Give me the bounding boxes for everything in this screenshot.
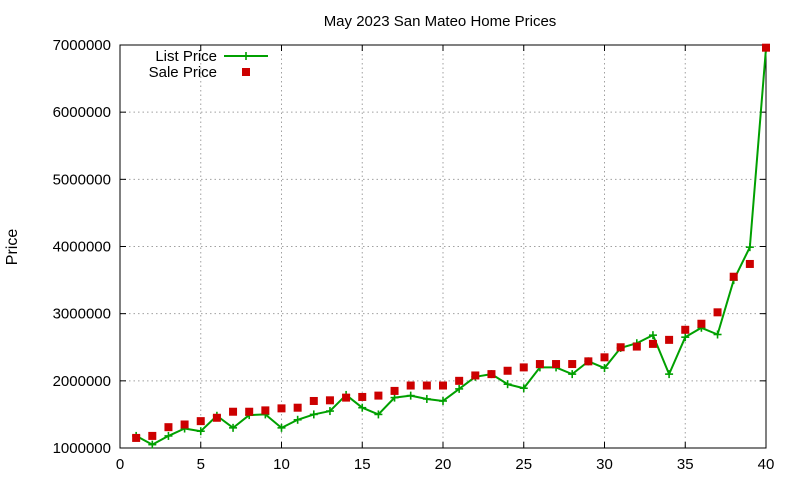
sale-price-point <box>745 259 754 268</box>
list-price-point <box>148 440 157 449</box>
sale-price-point <box>762 43 770 52</box>
sale-price-point <box>568 360 577 369</box>
list-price-point <box>503 380 512 389</box>
list-price-point <box>164 431 173 440</box>
x-tick-label: 35 <box>677 456 694 473</box>
list-price-point <box>422 394 431 403</box>
sale-price-point <box>180 420 189 429</box>
x-tick-label: 25 <box>515 456 532 473</box>
sale-price-point <box>374 391 383 400</box>
sale-price-point <box>519 363 528 372</box>
sale-price-point <box>616 343 625 352</box>
sale-price-point <box>455 376 464 385</box>
x-tick-label: 5 <box>197 456 205 473</box>
sale-price-point <box>600 353 609 362</box>
sale-price-point <box>196 417 205 426</box>
y-tick-label: 1000000 <box>53 440 111 457</box>
sale-price-point <box>584 357 593 366</box>
sale-price-point <box>729 272 738 281</box>
sale-price-point <box>148 431 157 440</box>
axes: 0 5 10 15 20 25 30 35 40 1000000 2000000 3000000 400… <box>53 37 775 473</box>
list-price-point <box>309 410 318 419</box>
x-tick-label: 10 <box>273 456 290 473</box>
list-price-point <box>665 370 674 379</box>
sale-price-point <box>487 370 496 379</box>
list-price-point <box>374 410 383 419</box>
list-price-point <box>277 423 286 432</box>
sale-price-point <box>713 308 722 317</box>
sale-price-point <box>665 335 674 344</box>
sale-price-point <box>439 381 447 390</box>
sale-price-point <box>535 360 544 369</box>
y-tick-label: 4000000 <box>53 239 111 256</box>
x-tick-label: 30 <box>596 456 613 473</box>
y-tick-label: 6000000 <box>53 104 111 121</box>
list-price-point <box>390 393 399 402</box>
sale-price-point <box>261 406 270 415</box>
list-price-point <box>681 333 690 342</box>
legend-label-sale-price: Sale Price <box>149 64 217 81</box>
sale-price-point <box>342 393 351 402</box>
x-tick-label: 15 <box>354 456 371 473</box>
sale-price-point <box>632 342 641 351</box>
list-price-point <box>358 403 367 412</box>
sale-price-point <box>132 433 141 442</box>
y-tick-label: 3000000 <box>53 306 111 323</box>
list-price-point <box>229 423 238 432</box>
chart-title: May 2023 San Mateo Home Prices <box>324 13 557 30</box>
sale-price-point <box>245 407 254 416</box>
legend-label-list-price: List Price <box>155 48 217 65</box>
list-price-point <box>568 370 577 379</box>
list-price-line <box>135 48 767 446</box>
list-price-point <box>196 427 205 436</box>
sale-price-point <box>277 404 286 413</box>
y-axis-title: Price <box>4 229 21 266</box>
sale-price-point <box>552 360 561 369</box>
x-tick-label: 40 <box>758 456 775 473</box>
sale-price-point <box>648 339 657 348</box>
list-price-point <box>600 364 609 373</box>
sale-price-point <box>164 423 173 432</box>
list-price-point <box>455 384 464 393</box>
list-price-point <box>293 415 302 424</box>
sale-price-point <box>229 407 238 416</box>
sale-price-point <box>471 371 480 380</box>
sale-price-point <box>212 413 221 422</box>
list-price-point <box>519 384 528 393</box>
legend-swatch-sale-price <box>242 68 250 76</box>
y-tick-label: 2000000 <box>53 373 111 390</box>
list-price-point <box>439 396 447 405</box>
list-price-point <box>745 243 754 252</box>
sale-price-point <box>358 392 367 401</box>
sale-price-point <box>293 403 302 412</box>
x-tick-label: 0 <box>116 456 124 473</box>
sale-price-point <box>681 325 690 334</box>
sale-price-point <box>390 386 399 395</box>
list-price-point <box>406 391 415 400</box>
plot-area <box>132 43 770 449</box>
sale-price-point <box>309 396 318 405</box>
y-tick-label: 5000000 <box>53 171 111 188</box>
sale-price-point <box>422 381 431 390</box>
sale-price-point <box>325 396 334 405</box>
list-price-point <box>713 330 722 339</box>
sale-price-point <box>697 319 706 328</box>
sale-price-point <box>503 366 512 375</box>
x-tick-label: 20 <box>435 456 452 473</box>
y-tick-label: 7000000 <box>53 37 111 54</box>
list-price-point <box>648 331 657 340</box>
list-price-point <box>325 407 334 416</box>
sale-price-point <box>406 381 415 390</box>
